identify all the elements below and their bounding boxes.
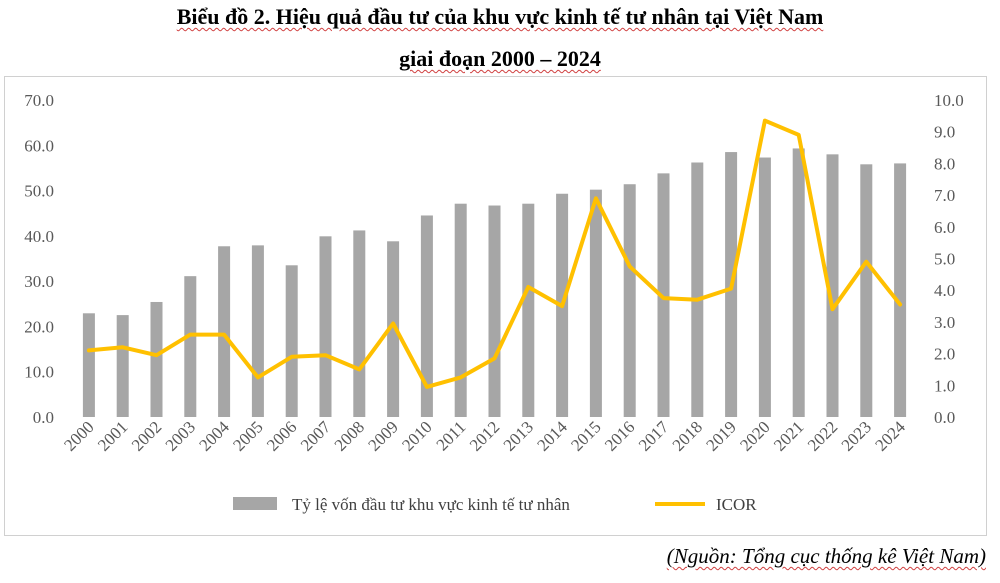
- right-tick-label: 9.0: [934, 123, 955, 142]
- bar-2012: [488, 205, 501, 417]
- right-tick-label: 10.0: [934, 91, 964, 110]
- bar-2013: [522, 203, 535, 417]
- x-tick-label: 2002: [128, 417, 165, 454]
- bar-2000: [82, 313, 95, 417]
- x-tick-label: 2004: [195, 417, 233, 455]
- left-tick-label: 40.0: [24, 227, 54, 246]
- source-note: (Nguồn: Tổng cục thống kê Việt Nam): [667, 544, 986, 569]
- bar-series: [82, 148, 907, 418]
- bar-2002: [150, 301, 163, 417]
- x-tick-label: 2006: [263, 417, 300, 454]
- bar-2006: [285, 265, 298, 417]
- x-tick-label: 2021: [770, 417, 807, 454]
- bar-2022: [826, 154, 839, 418]
- x-tick-label: 2010: [398, 417, 435, 454]
- chart-title-line2: giai đoạn 2000 – 2024: [0, 44, 1000, 74]
- bar-2023: [860, 164, 873, 417]
- x-tick-label: 2019: [702, 417, 739, 454]
- x-tick-label: 2009: [364, 417, 401, 454]
- x-tick-label: 2003: [162, 417, 199, 454]
- bar-2017: [657, 173, 670, 417]
- left-tick-label: 60.0: [24, 136, 54, 155]
- right-tick-label: 0.0: [934, 408, 955, 427]
- left-axis-ticks: 0.0 10.0 20.0 30.0 40.0 50.0 60.0 70.0: [24, 91, 54, 427]
- line-series-layer: [86, 118, 903, 389]
- bar-2016: [623, 184, 636, 417]
- bar-2024: [894, 163, 907, 417]
- right-tick-label: 3.0: [934, 313, 955, 332]
- x-tick-label: 2018: [669, 417, 706, 454]
- bar-2018: [691, 162, 704, 417]
- bar-2009: [387, 241, 400, 417]
- bar-2001: [116, 315, 129, 417]
- right-tick-label: 4.0: [934, 281, 955, 300]
- right-tick-label: 6.0: [934, 218, 955, 237]
- left-tick-label: 20.0: [24, 317, 54, 336]
- bar-2011: [454, 203, 467, 417]
- x-tick-label: 2005: [229, 417, 266, 454]
- bar-2020: [758, 157, 771, 417]
- chart-frame: [4, 76, 987, 536]
- bar-2010: [420, 215, 433, 417]
- legend: Tỷ lệ vốn đầu tư khu vực kinh tế tư nhân…: [233, 495, 757, 514]
- x-tick-label: 2014: [533, 417, 571, 455]
- bar-2004: [218, 246, 231, 417]
- x-tick-label: 2015: [567, 417, 604, 454]
- x-tick-label: 2020: [736, 417, 773, 454]
- right-tick-label: 8.0: [934, 154, 955, 173]
- right-tick-label: 5.0: [934, 250, 955, 269]
- legend-bar-swatch: [233, 497, 277, 510]
- x-tick-label: 2017: [635, 417, 673, 455]
- right-tick-label: 1.0: [934, 376, 955, 395]
- bar-2007: [319, 236, 332, 417]
- bar-2008: [353, 230, 366, 417]
- bar-2015: [589, 189, 602, 417]
- x-tick-label: 2013: [500, 417, 537, 454]
- left-tick-label: 70.0: [24, 91, 54, 110]
- legend-line-label: ICOR: [716, 495, 757, 514]
- x-tick-label: 2024: [871, 417, 909, 455]
- right-tick-label: 2.0: [934, 345, 955, 364]
- right-tick-label: 7.0: [934, 186, 955, 205]
- x-tick-label: 2008: [331, 417, 368, 454]
- left-tick-label: 50.0: [24, 182, 54, 201]
- bar-2003: [184, 276, 197, 417]
- left-tick-label: 10.0: [24, 363, 54, 382]
- chart-title-line1: Biểu đồ 2. Hiệu quả đầu tư của khu vực k…: [0, 2, 1000, 32]
- legend-bar-label: Tỷ lệ vốn đầu tư khu vực kinh tế tư nhân: [292, 495, 570, 514]
- right-axis-ticks: 0.0 1.0 2.0 3.0 4.0 5.0 6.0 7.0 8.0 9.0 10.0: [934, 91, 964, 427]
- x-tick-label: 2016: [601, 417, 638, 454]
- bar-2005: [251, 245, 264, 417]
- left-tick-label: 0.0: [33, 408, 54, 427]
- x-tick-label: 2011: [432, 417, 469, 454]
- left-tick-label: 30.0: [24, 272, 54, 291]
- x-tick-label: 2023: [838, 417, 875, 454]
- source-note-text: (Nguồn: Tổng cục thống kê Việt Nam): [666, 544, 986, 568]
- x-tick-label: 2012: [466, 417, 503, 454]
- x-tick-label: 2001: [94, 417, 131, 454]
- bar-2021: [792, 148, 805, 417]
- x-tick-label: 2007: [297, 417, 335, 455]
- chart-title-line2-text: giai đoạn 2000 – 2024: [399, 46, 601, 71]
- x-axis-ticks: 2000200120022003200420052006200720082009…: [60, 417, 909, 455]
- x-tick-label: 2000: [60, 417, 97, 454]
- chart-title-line1-text: Biểu đồ 2. Hiệu quả đầu tư của khu vực k…: [176, 4, 824, 29]
- x-tick-label: 2022: [804, 417, 841, 454]
